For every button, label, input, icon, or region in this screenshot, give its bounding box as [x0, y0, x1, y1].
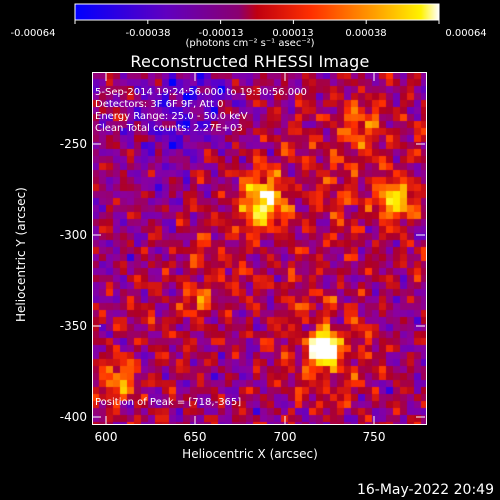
colorbar-tick-label: 0.00038: [345, 28, 386, 39]
colorbar-tick-label: 0.00064: [445, 28, 486, 39]
info-time-range: 5-Sep-2014 19:24:56.000 to 19:30:56.000: [95, 87, 307, 98]
image-plot: [92, 72, 427, 425]
info-energy-range: Energy Range: 25.0 - 50.0 keV: [95, 111, 248, 122]
colorbar-tick-label: 0.00013: [272, 28, 313, 39]
colorbar-tick-label: -0.00064: [11, 28, 56, 39]
heatmap-image: [92, 72, 427, 425]
footer-timestamp: 16-May-2022 20:49: [356, 482, 494, 498]
colorbar-tick-label: -0.00038: [126, 28, 171, 39]
colorbar-gradient: [74, 3, 440, 21]
info-detectors: Detectors: 3F 6F 9F, Att 0: [95, 99, 224, 110]
info-total-counts: Clean Total counts: 2.27E+03: [95, 123, 243, 134]
colorbar-tick-label: -0.00013: [199, 28, 244, 39]
colorbar-unit-label: (photons cm⁻² s⁻¹ asec⁻²): [185, 38, 315, 49]
x-axis-label: Heliocentric X (arcsec): [182, 447, 318, 461]
peak-position-label: Position of Peak = [718,-365]: [95, 397, 242, 408]
plot-title: Reconstructed RHESSI Image: [130, 52, 370, 71]
colorbar-ticks: [74, 20, 440, 24]
y-axis-label: Heliocentric Y (arcsec): [14, 187, 28, 322]
